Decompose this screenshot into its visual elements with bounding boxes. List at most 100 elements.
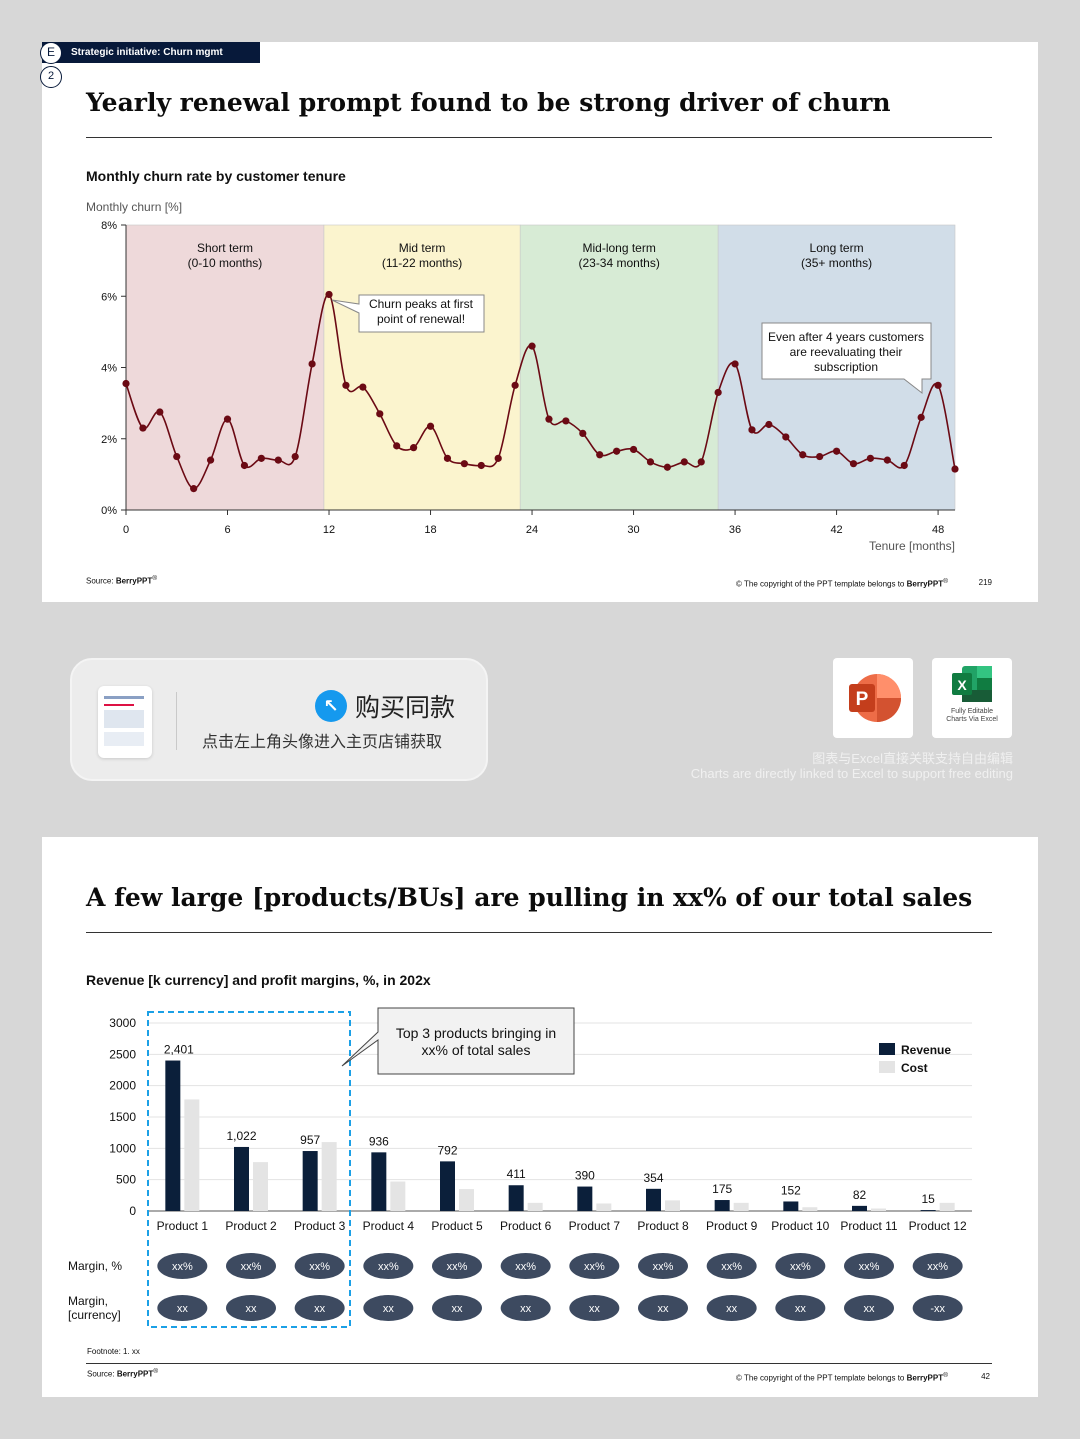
powerpoint-tile: P [833, 658, 913, 738]
source-name: BerryPPT [116, 1369, 154, 1379]
card-divider [176, 692, 177, 750]
cost-bar [184, 1099, 200, 1211]
margin-pct-oval [226, 1253, 276, 1279]
legend-cost-swatch [879, 1061, 895, 1073]
margin-pct-value: xx% [927, 1261, 948, 1273]
cost-bar [939, 1202, 955, 1211]
peak-callout-box [331, 294, 485, 333]
y-tick-label: 0% [101, 505, 117, 517]
churn-data-point [291, 452, 299, 461]
revenue-data-label: 354 [643, 1171, 663, 1185]
y-tick-label: 1000 [109, 1141, 136, 1155]
churn-data-point [714, 388, 722, 397]
band-range-label: (35+ months) [801, 256, 872, 270]
copyright-name: BerryPPT [906, 579, 944, 589]
margin-cur-oval [569, 1295, 620, 1321]
margin-cur-oval [844, 1295, 894, 1321]
margin-pct-value: xx% [790, 1261, 811, 1273]
revenue-data-label: 15 [921, 1192, 935, 1206]
category-label: Product 8 [637, 1219, 689, 1233]
ppt-letter: P [856, 689, 869, 710]
churn-data-point [900, 461, 908, 470]
top-products-callout-box [341, 1007, 575, 1075]
x-axis-label: Tenure [months] [869, 539, 955, 553]
revenue-bar [920, 1210, 936, 1211]
margin-pct-oval [500, 1253, 551, 1279]
churn-data-point [190, 485, 198, 493]
category-label: Product 11 [840, 1219, 897, 1233]
churn-data-point [646, 458, 655, 466]
margin-pct-oval [844, 1253, 894, 1279]
churn-data-point [731, 360, 739, 368]
category-label: Product 10 [771, 1219, 829, 1233]
source-note: Source: BerryPPT® [86, 575, 158, 586]
margin-pct-value: xx% [859, 1261, 880, 1273]
churn-data-point [596, 451, 604, 459]
margin-cur-oval [706, 1295, 757, 1321]
churn-data-point [410, 444, 418, 452]
x-tick-label: 42 [830, 524, 842, 536]
sales-slide: A few large [products/BUs] are pulling i… [42, 837, 1038, 1397]
churn-data-point [816, 452, 824, 461]
margin-pct-oval [294, 1253, 345, 1279]
churn-data-point [274, 456, 282, 464]
cost-bar [733, 1202, 749, 1211]
title-divider [86, 137, 992, 138]
revenue-bar [852, 1205, 867, 1211]
band-range-label: (11-22 months) [382, 256, 462, 270]
revenue-bar-chart: 0 500 1000 1500 2000 2500 3000 2,401 Product 1 xx… [68, 1007, 972, 1328]
buy-same-card[interactable]: ↖ 购买同款 点击左上角头像进入主页店铺获取 [70, 658, 488, 781]
legend-revenue-swatch [879, 1043, 895, 1055]
churn-data-point [799, 451, 807, 459]
x-tick-label: 0 [123, 524, 129, 536]
band-label: Long term [810, 241, 864, 255]
page-number: 219 [978, 578, 992, 587]
revenue-data-label: 82 [853, 1188, 867, 1202]
x-tick-label: 6 [224, 524, 230, 536]
y-tick-label: 8% [101, 220, 117, 232]
churn-data-point [849, 460, 858, 468]
margin-pct-value: xx% [653, 1261, 674, 1273]
footnote: Footnote: 1. xx [87, 1347, 140, 1356]
legend-cost-label: Cost [901, 1061, 928, 1075]
revenue-data-label: 957 [300, 1133, 320, 1147]
chart-subtitle: Revenue [k currency] and profit margins,… [86, 972, 431, 988]
y-tick-label: 6% [101, 291, 117, 303]
revenue-data-label: 792 [437, 1143, 457, 1157]
band-range-label: (0-10 months) [188, 256, 263, 270]
renewal-callout-text: subscription [814, 360, 878, 374]
category-label: Product 2 [225, 1219, 277, 1233]
category-label: Product 12 [909, 1219, 967, 1233]
churn-data-point [680, 458, 688, 466]
margin-pct-oval [363, 1253, 414, 1279]
margin-cur-value: xx [452, 1303, 464, 1315]
churn-data-point [883, 456, 891, 464]
top-products-callout-text: Top 3 products bringing in [396, 1025, 556, 1041]
churn-data-point [579, 429, 587, 438]
revenue-bar [440, 1161, 455, 1211]
buy-subtitle: 点击左上角头像进入主页店铺获取 [202, 734, 443, 751]
y-tick-label: 1500 [109, 1110, 136, 1124]
chart-subtitle: Monthly churn rate by customer tenure [86, 168, 346, 184]
churn-data-point [697, 458, 705, 466]
churn-data-point [663, 463, 671, 471]
churn-data-point [562, 417, 570, 425]
churn-data-point [122, 379, 130, 388]
category-label: Product 7 [569, 1219, 621, 1233]
revenue-data-label: 152 [781, 1183, 801, 1197]
margin-pct-value: xx% [584, 1261, 605, 1273]
source-name: BerryPPT [115, 576, 153, 586]
excel-linked-cn: 图表与Excel直接关联支持自由编辑 [812, 751, 1013, 766]
churn-data-point [443, 454, 452, 462]
churn-data-point [748, 426, 756, 434]
cost-bar [665, 1200, 680, 1211]
margin-cur-value: xx [589, 1303, 601, 1315]
churn-data-point [511, 381, 519, 389]
margin-cur-value: -xx [930, 1303, 945, 1315]
slide-title: A few large [products/BUs] are pulling i… [86, 883, 973, 912]
churn-data-point [951, 465, 959, 473]
x-tick-label: 18 [424, 524, 436, 536]
revenue-data-label: 390 [575, 1169, 595, 1183]
churn-data-point [934, 381, 942, 389]
revenue-data-label: 411 [507, 1167, 526, 1181]
